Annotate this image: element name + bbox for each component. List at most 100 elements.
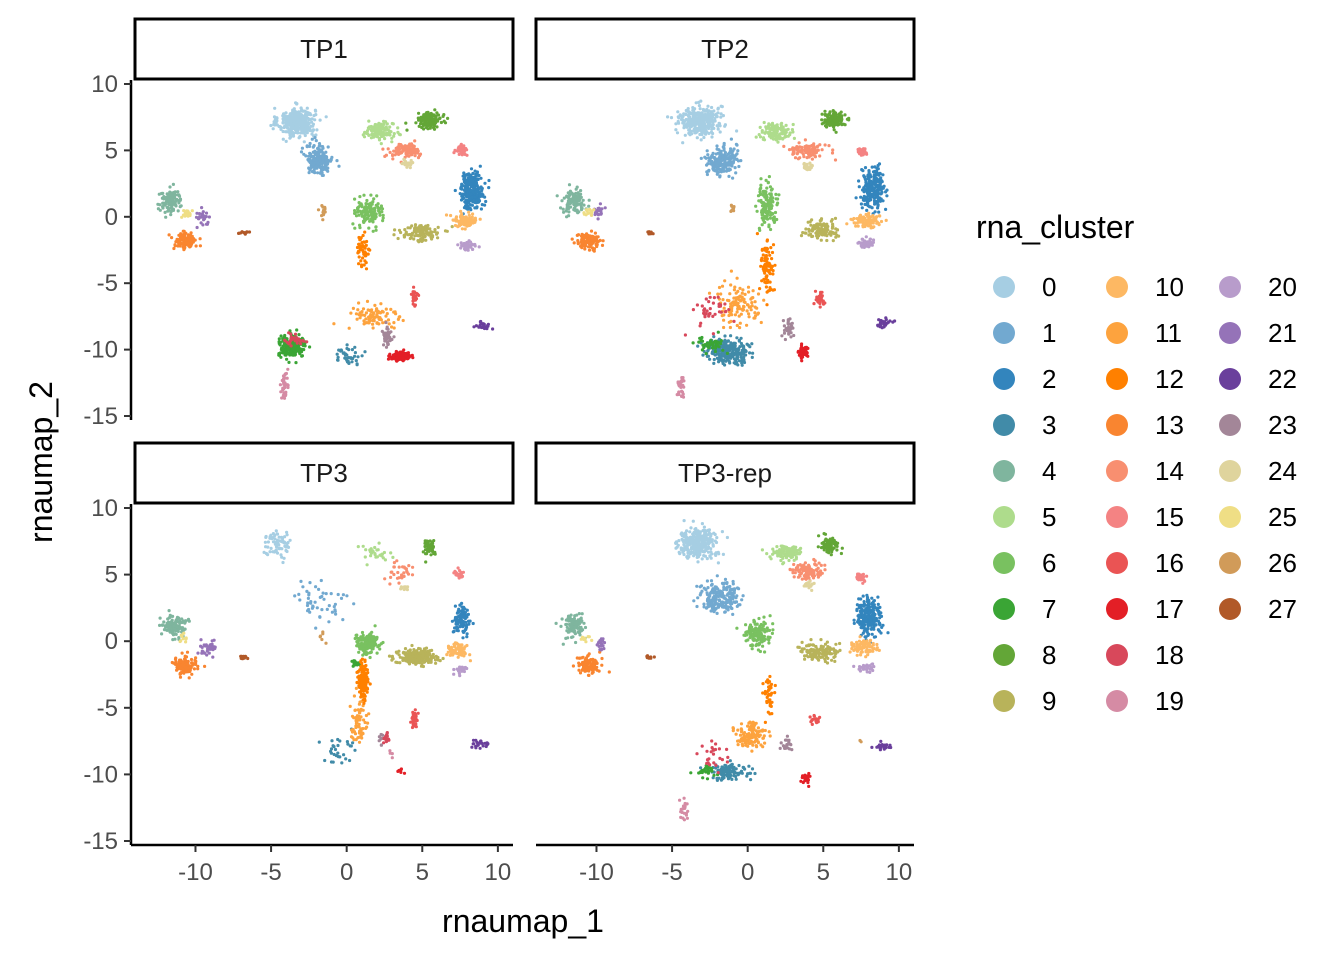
point [691,129,696,133]
point [286,126,290,130]
point [876,196,880,200]
point [866,177,870,181]
point [380,131,384,136]
point [475,177,479,181]
point [767,250,771,254]
point [392,233,396,237]
point [708,307,712,311]
point [169,191,173,195]
point [575,209,579,213]
point [767,122,771,126]
point [185,238,189,242]
point [299,131,303,135]
point [787,148,792,152]
point [711,131,715,136]
point [679,114,683,118]
point [735,336,739,340]
point [827,119,831,124]
point [721,360,725,364]
point [725,298,730,302]
point [698,125,702,129]
point [704,156,708,160]
point [391,157,395,161]
point [576,197,580,202]
point [371,211,375,215]
point [475,182,479,186]
point [733,166,737,170]
point [315,128,319,132]
point [851,218,855,222]
point [171,182,175,186]
point [460,212,464,216]
point [721,352,725,357]
point [697,104,702,108]
point [480,188,484,193]
point [373,303,377,307]
point [581,198,585,202]
point [729,283,733,287]
point [379,126,383,130]
point [284,371,288,376]
point [415,151,419,155]
point [237,231,241,235]
point [430,235,435,239]
point [775,125,779,129]
point [733,313,738,317]
point [705,309,709,313]
point [750,301,754,305]
point [803,138,808,142]
point [759,198,763,203]
point [283,394,287,398]
cluster-25-points [180,209,194,219]
point [764,207,768,211]
point [825,222,829,226]
point [347,326,351,330]
point [802,346,806,350]
point [365,212,369,216]
point [735,143,739,147]
point [572,208,576,212]
point [307,157,312,161]
point [388,150,392,154]
point [285,357,289,361]
point [876,204,880,208]
point [323,205,327,209]
point [401,318,405,323]
point [355,317,359,321]
point [163,210,167,214]
point [296,128,300,132]
point [732,319,736,323]
point [859,202,864,206]
point [732,296,736,300]
point [458,192,462,196]
point [281,386,285,390]
point [754,135,758,139]
point [367,321,371,325]
point [468,240,473,244]
point [413,303,417,307]
point [877,210,881,214]
point [769,246,773,250]
point [690,132,694,136]
point [291,108,295,112]
point [843,123,847,127]
point [711,119,715,123]
point [868,219,873,223]
point [291,352,295,356]
point [313,165,317,170]
point [353,197,357,201]
point [355,362,359,366]
point [417,111,421,115]
point [731,149,735,153]
point [688,118,692,122]
point [380,207,385,211]
point [400,146,404,150]
point [838,112,842,116]
point [445,229,449,233]
point [471,171,475,176]
point [399,230,403,235]
point [281,118,285,122]
point [705,163,709,167]
point [743,292,747,296]
